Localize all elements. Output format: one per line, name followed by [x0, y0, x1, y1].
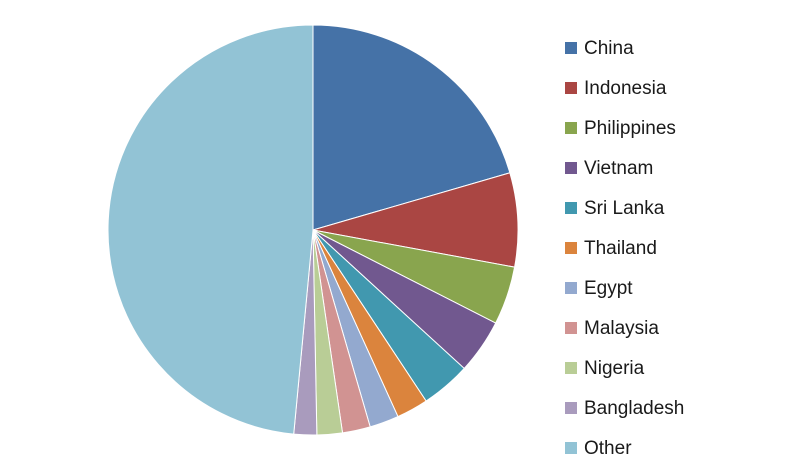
legend-item-bangladesh: Bangladesh [565, 388, 684, 428]
legend-label: Malaysia [584, 317, 659, 339]
legend-swatch [565, 322, 577, 334]
legend-swatch [565, 162, 577, 174]
chart-legend: China Indonesia Philippines Vietnam Sri Lank… [565, 28, 684, 468]
legend-swatch [565, 362, 577, 374]
legend-label: China [584, 37, 634, 59]
legend-swatch [565, 202, 577, 214]
legend-item-malaysia: Malaysia [565, 308, 684, 348]
legend-label: Sri Lanka [584, 197, 665, 219]
legend-item-philippines: Philippines [565, 108, 684, 148]
legend-item-thailand: Thailand [565, 228, 684, 268]
legend-label: Bangladesh [584, 397, 685, 419]
legend-label: Egypt [584, 277, 633, 299]
legend-swatch [565, 122, 577, 134]
legend-item-vietnam: Vietnam [565, 148, 684, 188]
legend-label: Philippines [584, 117, 676, 139]
legend-item-indonesia: Indonesia [565, 68, 684, 108]
legend-swatch [565, 442, 577, 454]
legend-label: Thailand [584, 237, 657, 259]
legend-swatch [565, 242, 577, 254]
legend-label: Indonesia [584, 77, 667, 99]
legend-label: Nigeria [584, 357, 645, 379]
pie-slice-china [312, 24, 511, 231]
legend-label: Vietnam [584, 157, 654, 179]
legend-item-sri-lanka: Sri Lanka [565, 188, 684, 228]
legend-swatch [565, 82, 577, 94]
legend-label: Other [584, 437, 632, 459]
pie-slice-other [107, 24, 314, 435]
legend-swatch [565, 42, 577, 54]
legend-item-other: Other [565, 428, 684, 468]
legend-swatch [565, 402, 577, 414]
legend-swatch [565, 282, 577, 294]
legend-item-nigeria: Nigeria [565, 348, 684, 388]
legend-item-egypt: Egypt [565, 268, 684, 308]
legend-item-china: China [565, 28, 684, 68]
